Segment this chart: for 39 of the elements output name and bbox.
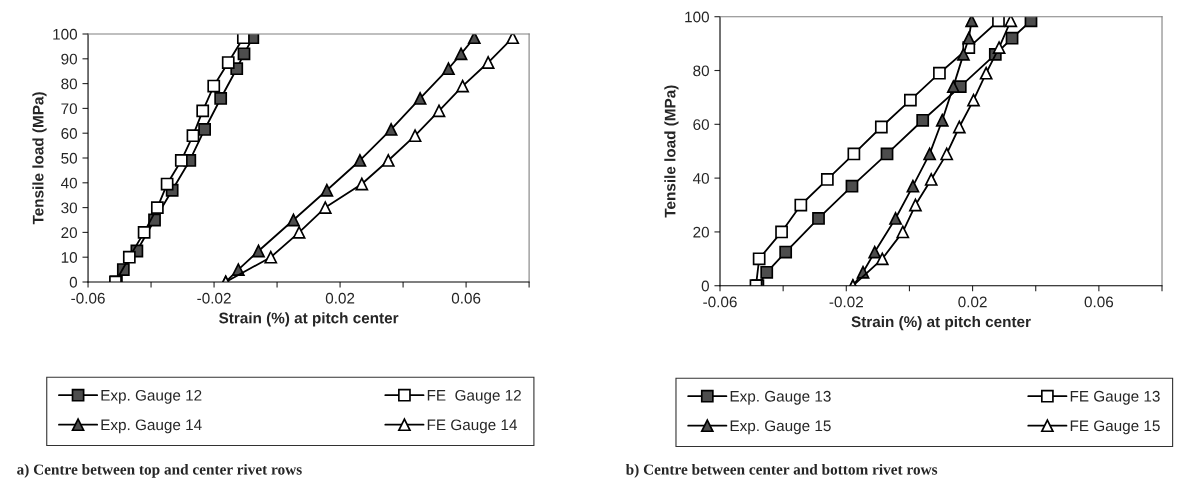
legend-label: FE Gauge 15 bbox=[1070, 420, 1160, 435]
y-tick-label: 100 bbox=[53, 28, 78, 40]
x-tick-label: 0.06 bbox=[451, 292, 481, 304]
y-tick-label: 40 bbox=[692, 172, 709, 184]
y-tick-label: 70 bbox=[61, 103, 78, 115]
y-tick-label: 80 bbox=[61, 78, 78, 90]
legend-label: Exp. Gauge 12 bbox=[101, 389, 202, 404]
y-tick-label: 40 bbox=[60, 177, 78, 189]
x-tick-label: 0.06 bbox=[1084, 296, 1114, 308]
y-tick-label: 0 bbox=[69, 276, 78, 288]
y-tick-label: 60 bbox=[61, 128, 78, 139]
x-axis-title: Strain (%) at pitch center bbox=[219, 312, 399, 327]
y-axis-title: Tensile load (MPa) bbox=[32, 92, 47, 225]
y-tick-label: 90 bbox=[61, 53, 78, 65]
legend-label: FE Gauge 13 bbox=[1070, 390, 1160, 405]
x-axis-title: Strain (%) at pitch center bbox=[851, 315, 1031, 331]
x-tick-label: -0.06 bbox=[71, 292, 105, 304]
x-tick-label: 0.02 bbox=[958, 296, 987, 308]
x-tick-label: 0.02 bbox=[325, 292, 355, 304]
y-tick-label: 60 bbox=[693, 119, 709, 130]
legend-label: Exp. Gauge 15 bbox=[730, 420, 831, 435]
y-tick-label: 30 bbox=[61, 202, 78, 214]
text: b) Centre between center and bottom rivet rows bbox=[625, 463, 938, 478]
legend-label: FE Gauge 12 bbox=[427, 389, 521, 404]
y-tick-label: 80 bbox=[693, 65, 709, 77]
y-tick-label: 10 bbox=[61, 252, 78, 263]
text: a) Centre between top and center rivet rows bbox=[17, 463, 302, 478]
y-tick-label: 20 bbox=[61, 227, 78, 239]
y-tick-label: 0 bbox=[701, 280, 709, 292]
y-axis-title: Tensile load (MPa) bbox=[664, 85, 679, 218]
x-tick-label: -0.02 bbox=[197, 292, 231, 304]
y-tick-label: 100 bbox=[685, 11, 709, 23]
legend-label: Exp. Gauge 13 bbox=[730, 390, 831, 405]
x-tick-label: -0.06 bbox=[703, 296, 737, 308]
y-tick-label: 20 bbox=[693, 226, 709, 238]
legend-label: FE Gauge 14 bbox=[427, 419, 517, 434]
legend-label: Exp. Gauge 14 bbox=[101, 419, 202, 434]
x-tick-label: -0.02 bbox=[829, 296, 863, 308]
y-tick-label: 50 bbox=[61, 152, 78, 164]
